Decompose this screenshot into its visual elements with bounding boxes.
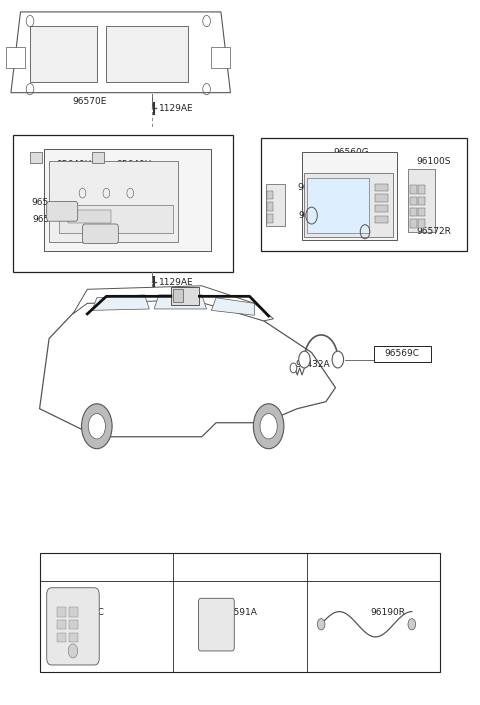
FancyBboxPatch shape xyxy=(47,588,99,665)
Bar xyxy=(418,219,425,228)
Bar xyxy=(44,149,211,251)
Bar xyxy=(57,620,66,629)
Text: 96100S: 96100S xyxy=(417,157,451,166)
Bar xyxy=(262,138,467,251)
Bar xyxy=(267,202,273,211)
Polygon shape xyxy=(39,296,336,437)
Bar xyxy=(39,553,441,672)
Bar xyxy=(69,620,78,629)
Bar xyxy=(6,47,25,68)
Bar xyxy=(373,346,431,362)
Text: 96511: 96511 xyxy=(363,227,392,236)
Circle shape xyxy=(68,644,78,658)
Circle shape xyxy=(408,619,416,630)
Bar xyxy=(408,168,435,232)
Polygon shape xyxy=(11,12,230,92)
Bar xyxy=(13,135,233,271)
Text: 95432A: 95432A xyxy=(296,360,330,369)
Circle shape xyxy=(260,414,277,439)
Text: 96511: 96511 xyxy=(298,211,327,220)
Text: 95640H: 95640H xyxy=(116,160,151,168)
Bar xyxy=(30,152,42,163)
Bar xyxy=(418,185,425,194)
Text: 96591A: 96591A xyxy=(223,608,257,617)
Bar xyxy=(374,216,388,223)
FancyBboxPatch shape xyxy=(199,599,234,651)
Polygon shape xyxy=(154,295,206,309)
Text: 1129AE: 1129AE xyxy=(159,278,193,287)
Bar xyxy=(171,287,199,305)
Circle shape xyxy=(299,351,310,368)
Text: 96140C: 96140C xyxy=(69,608,104,617)
Bar xyxy=(57,632,66,642)
Bar xyxy=(374,205,388,212)
FancyBboxPatch shape xyxy=(83,224,118,244)
Bar xyxy=(30,26,97,82)
Text: 95640H: 95640H xyxy=(56,160,92,168)
Polygon shape xyxy=(73,286,274,321)
Bar xyxy=(410,208,417,216)
Bar xyxy=(302,152,397,240)
Bar xyxy=(410,185,417,194)
Bar xyxy=(107,26,188,82)
Circle shape xyxy=(317,619,325,630)
Text: 96569B: 96569B xyxy=(90,234,124,243)
Circle shape xyxy=(332,351,344,368)
Circle shape xyxy=(290,363,297,373)
Polygon shape xyxy=(211,298,254,315)
Bar xyxy=(418,197,425,205)
Bar xyxy=(69,608,78,617)
Text: 96569B: 96569B xyxy=(33,214,67,223)
Bar xyxy=(267,214,273,223)
Bar xyxy=(68,210,111,223)
Circle shape xyxy=(253,404,284,448)
Bar xyxy=(374,184,388,191)
Bar xyxy=(374,195,388,202)
Bar xyxy=(267,191,273,200)
Bar xyxy=(410,219,417,228)
Bar xyxy=(57,608,66,617)
Text: 96572L: 96572L xyxy=(297,183,331,192)
Bar xyxy=(410,197,417,205)
Bar xyxy=(49,161,178,242)
Text: 1129AE: 1129AE xyxy=(159,104,193,113)
Circle shape xyxy=(88,414,106,439)
Polygon shape xyxy=(92,295,149,310)
Bar xyxy=(211,47,230,68)
Text: 96560G: 96560G xyxy=(333,148,369,157)
Circle shape xyxy=(82,404,112,448)
Bar xyxy=(418,208,425,216)
Text: 96570E: 96570E xyxy=(72,97,107,106)
FancyBboxPatch shape xyxy=(47,202,78,221)
Bar xyxy=(59,205,173,233)
Text: 96569C: 96569C xyxy=(385,350,420,358)
Text: 96190R: 96190R xyxy=(371,608,406,617)
Bar xyxy=(266,184,285,226)
Bar xyxy=(304,173,393,237)
Text: 96572R: 96572R xyxy=(417,227,452,236)
Bar xyxy=(69,632,78,642)
Bar xyxy=(92,152,104,163)
Bar xyxy=(307,178,369,233)
Bar xyxy=(173,289,183,302)
Text: 96570F: 96570F xyxy=(31,198,65,207)
